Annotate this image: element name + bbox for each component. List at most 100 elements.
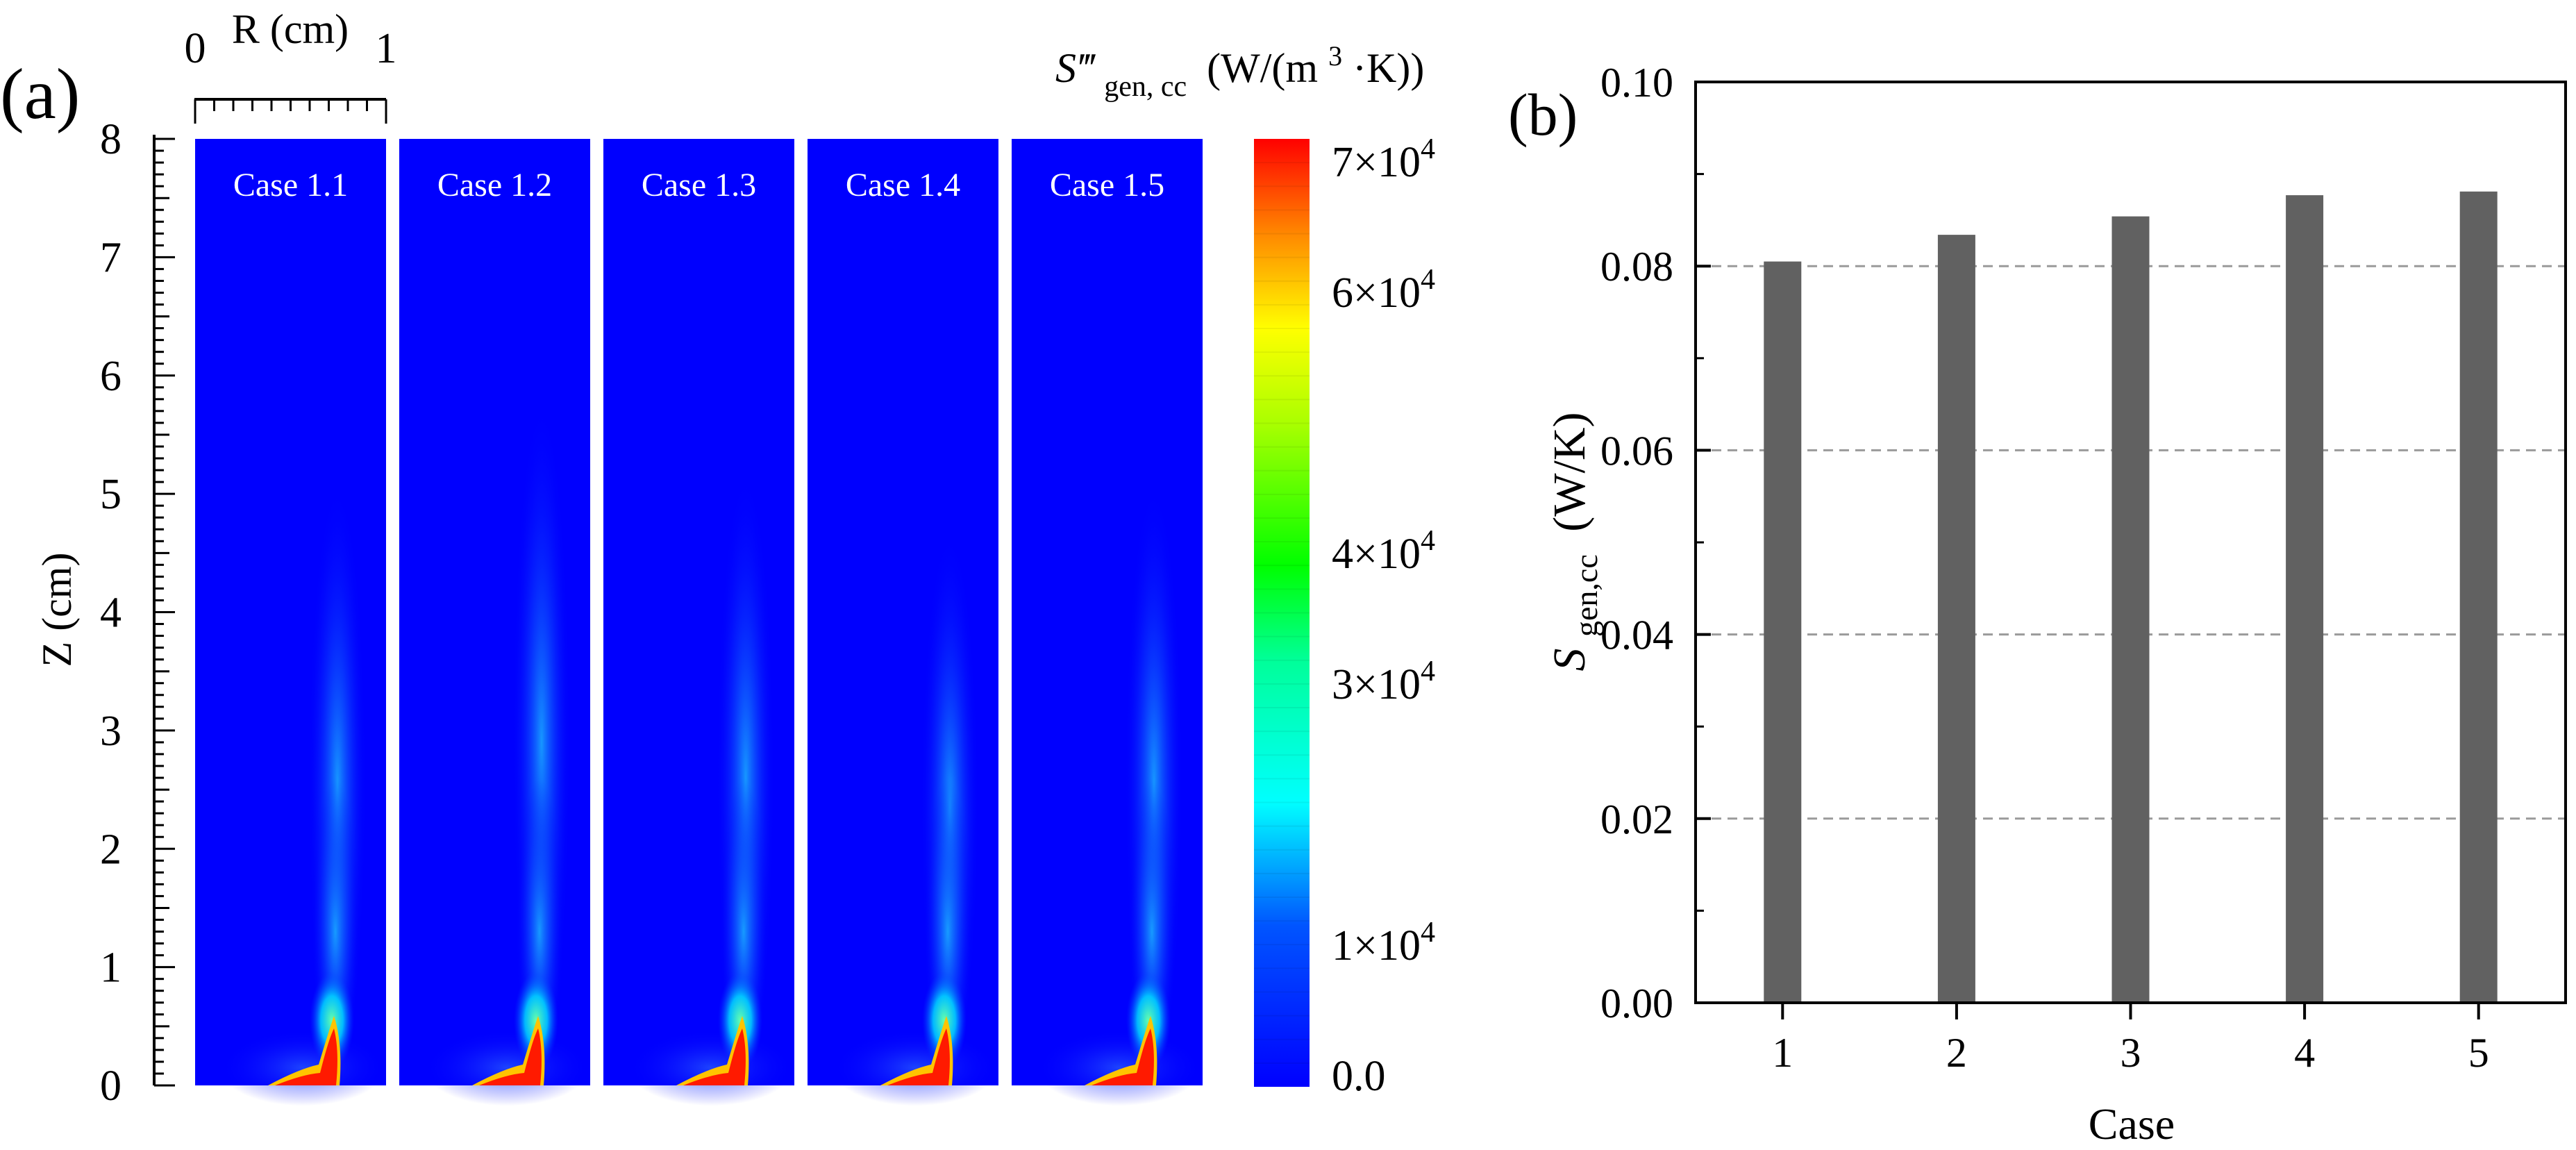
z-axis-tick-label: 7 [100,234,122,281]
flame-core [275,1028,337,1085]
contour-panels: Case 1.1 Case 1.2 Case 1.3 Case 1.4 Case 1.5 [195,139,1203,1106]
base-halo [424,1029,590,1106]
colorbar-title: S‴ gen, cc (W/(m 3 ·K)) [1055,28,1424,105]
base-halo [832,1029,998,1106]
flame-core [887,1028,950,1085]
r-scale-tick-1: 1 [376,25,397,72]
z-axis-tick-label: 4 [100,590,122,637]
z-axis-tick-labels: 0 1 2 3 4 5 6 7 8 [100,116,122,1110]
colorbar-tick-mantissa: 3×10 [1332,661,1421,708]
panel-a-label: (a) [0,54,80,134]
colorbar-title-sup: 3 [1328,40,1342,72]
bar [1764,261,1802,1003]
colorbar-tick-exponent: 4 [1421,264,1435,296]
flame-core [1092,1028,1154,1085]
contour-panel: Case 1.5 [1012,139,1203,1106]
z-axis-tick-label: 0 [100,1062,122,1110]
colorbar-tick-exponent: 4 [1421,525,1435,557]
case-label: Case 1.2 [437,167,552,203]
colorbar-scale [1254,139,1310,1087]
colorbar-title-unit: (W/(m [1207,45,1318,91]
colorbar-tick-label: 7×104 [1332,133,1435,186]
z-axis-ticks [154,138,175,1087]
y-axis-label: S gen,cc (W/K) [1544,412,1607,671]
flame-glow [922,972,967,1069]
colorbar-tick-exponent: 4 [1421,917,1435,949]
z-axis-tick-label: 1 [100,944,122,992]
y-tick-label: 0.08 [1600,244,1673,290]
flame-glow [1126,972,1171,1069]
x-tick-label: 3 [2121,1030,2141,1076]
case-label: Case 1.3 [642,167,756,203]
panel-a: (a) 0 1 R (cm) 0 1 2 3 4 5 6 7 8 Z (cm) Case 1.1… [0,6,1435,1110]
y-tick-label: 0.06 [1600,428,1673,474]
colorbar-tick-mantissa: 4×10 [1332,531,1421,578]
z-axis: 0 1 2 3 4 5 6 7 8 Z (cm) [34,116,175,1110]
base-halo [1036,1029,1203,1106]
colorbar-tick-mantissa: 6×10 [1332,269,1421,317]
case-label: Case 1.1 [233,167,348,203]
base-halo [219,1029,386,1106]
bar [2111,216,2150,1003]
colorbar-tick-mantissa: 1×10 [1332,922,1421,969]
z-axis-tick-label: 2 [100,826,122,873]
r-scale-bar: 0 1 R (cm) [185,6,397,124]
colorbar-bands [1254,162,1310,1064]
colorbar-tick-mantissa: 0.0 [1332,1053,1386,1100]
y-tick-label: 0.04 [1600,612,1673,658]
z-axis-tick-label: 6 [100,353,122,400]
z-axis-tick-label: 8 [100,116,122,163]
x-axis-label: Case [2089,1099,2175,1149]
contour-panel: Case 1.2 [399,139,590,1106]
contour-panel: Case 1.4 [808,139,998,1106]
colorbar-tick-label: 1×104 [1332,917,1435,969]
r-axis-label: R (cm) [232,6,349,52]
flame-glow [514,972,558,1069]
base-halo [628,1029,794,1106]
r-scale-minor-ticks [194,99,387,124]
y-axis-label-sub: gen,cc [1569,554,1604,637]
y-tick-label: 0.00 [1600,981,1673,1026]
panel-b-label: (b) [1508,81,1578,148]
x-tick-label: 4 [2294,1030,2315,1076]
colorbar-tick-label: 0.0 [1332,1053,1386,1100]
colorbar-tick-exponent: 4 [1421,656,1435,688]
z-axis-tick-label: 3 [100,708,122,755]
x-tick-label: 5 [2468,1030,2489,1076]
y-tick-label: 0.10 [1600,60,1673,106]
y-axis-label-var: S [1544,649,1595,672]
flame-glow [310,972,354,1069]
z-axis-label: Z (cm) [34,553,80,667]
case-label: Case 1.4 [846,167,960,203]
x-tick-label: 1 [1772,1030,1793,1076]
bar [1937,235,1975,1003]
flame-glow [718,972,762,1069]
flame-core [683,1028,746,1085]
y-tick-label: 0.02 [1600,797,1673,842]
bar [2459,191,2498,1003]
z-axis-tick-label: 5 [100,471,122,518]
colorbar-title-unit-end: ·K)) [1353,45,1424,91]
bar-series [1764,191,2498,1003]
r-scale-tick-0: 0 [185,25,206,72]
colorbar-tick-label: 3×104 [1332,656,1435,708]
y-axis-ticks: 0.00 0.02 0.04 0.06 0.08 0.10 [1600,60,1711,1026]
bar [2286,195,2324,1003]
x-tick-label: 2 [1946,1030,1967,1076]
colorbar-tick-label: 6×104 [1332,264,1435,317]
x-axis-ticks: 1 2 3 4 5 [1772,1003,2489,1076]
contour-panel: Case 1.3 [603,139,794,1106]
colorbar-tick-mantissa: 7×10 [1332,139,1421,186]
y-axis-label-unit: (W/K) [1544,412,1595,531]
colorbar-title-sub: gen, cc [1104,71,1187,103]
colorbar-tick-label: 4×104 [1332,525,1435,578]
contour-panel: Case 1.1 [195,139,386,1106]
case-label: Case 1.5 [1050,167,1164,203]
colorbar-tick-exponent: 4 [1421,133,1435,165]
flame-core [479,1028,542,1085]
colorbar-title-var: S‴ [1055,45,1096,91]
